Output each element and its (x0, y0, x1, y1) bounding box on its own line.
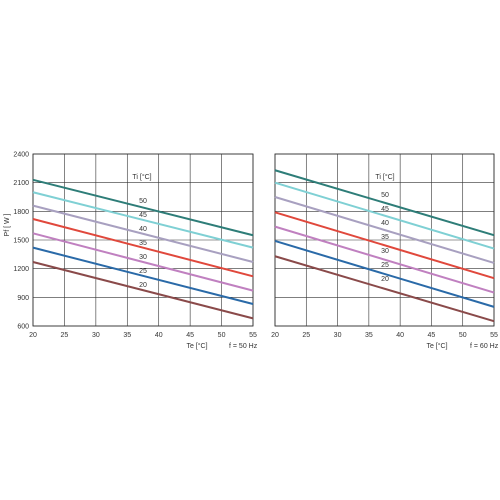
x-tick-label: 50 (459, 332, 467, 339)
x-tick-label: 55 (249, 332, 257, 339)
y-tick-label: 1200 (13, 266, 29, 273)
series-label: 20 (381, 276, 389, 283)
x-axis-title: Te [°C] (186, 342, 207, 350)
x-tick-label: 35 (123, 332, 131, 339)
series-line-ti-25 (274, 239, 495, 308)
series-line-ti-20 (274, 255, 495, 323)
y-tick-label: 600 (17, 324, 29, 331)
x-tick-label: 25 (61, 332, 69, 339)
series-label: 20 (139, 282, 147, 289)
series-label: 40 (139, 226, 147, 233)
series-label: 30 (381, 248, 389, 255)
series-line-ti-45 (32, 191, 254, 249)
series-line-ti-25 (32, 246, 254, 305)
series-label: 35 (139, 240, 147, 247)
plot-frame (274, 153, 495, 327)
series-label: 40 (381, 220, 389, 227)
frequency-note: f = 50 Hz (229, 343, 258, 350)
x-tick-label: 35 (365, 332, 373, 339)
x-tick-label: 50 (218, 332, 226, 339)
series-label: 50 (381, 192, 389, 199)
x-tick-label: 30 (92, 332, 100, 339)
series-label: 50 (139, 198, 147, 205)
series-label: 35 (381, 234, 389, 241)
x-tick-label: 30 (334, 332, 342, 339)
plot-frame (32, 153, 254, 327)
chart-panel-50hz: 20 25 30 35 40 45 50 55 600 900 1200 1500 1800 2100 24… (13, 152, 257, 351)
y-tick-label: 1800 (13, 209, 29, 216)
x-tick-label: 45 (186, 332, 194, 339)
series-line-ti-50 (274, 169, 495, 237)
x-tick-label: 40 (396, 332, 404, 339)
x-tick-label: 20 (29, 332, 37, 339)
x-tick-label: 25 (302, 332, 310, 339)
series-label: 45 (139, 212, 147, 219)
x-tick-label: 40 (155, 332, 163, 339)
x-tick-label: 45 (428, 332, 436, 339)
y-tick-label: 1500 (13, 238, 29, 245)
series-label: 30 (139, 254, 147, 261)
series-line-ti-30 (32, 232, 254, 292)
series-line-ti-30 (274, 225, 495, 294)
chart-panel-60hz: 20 25 30 35 40 45 50 55 Ti [°C] 50 45 40 35 30 25 20 Te … (271, 153, 499, 350)
series-line-ti-45 (274, 181, 495, 250)
x-tick-label: 20 (271, 332, 279, 339)
y-axis-title: Pf [ W ] (4, 213, 11, 236)
x-tick-label: 55 (490, 332, 498, 339)
series-label: 45 (381, 206, 389, 213)
legend-title: Ti [°C] (132, 173, 151, 181)
y-tick-label: 2100 (13, 180, 29, 187)
series-label: 25 (139, 268, 147, 275)
series-line-ti-35 (32, 218, 254, 278)
y-tick-label: 2400 (13, 152, 29, 159)
series-line-ti-50 (32, 178, 254, 237)
y-tick-label: 900 (17, 295, 29, 302)
series-line-ti-20 (32, 261, 254, 320)
series-label: 25 (381, 262, 389, 269)
x-axis-title: Te [°C] (426, 342, 447, 350)
series-line-ti-40 (274, 196, 495, 264)
frequency-note: f = 60 Hz (470, 343, 499, 350)
series-line-ti-35 (274, 211, 495, 280)
legend-title: Ti [°C] (375, 173, 394, 181)
series-line-ti-40 (32, 204, 254, 263)
